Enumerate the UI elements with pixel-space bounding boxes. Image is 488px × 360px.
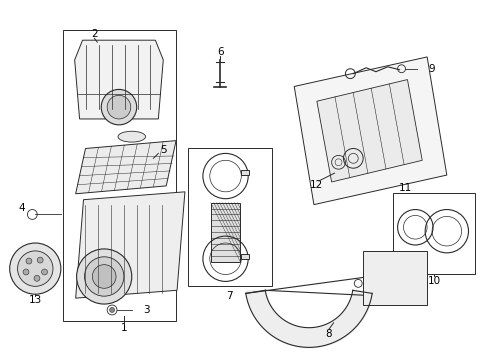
Text: 13: 13 bbox=[29, 295, 42, 305]
Text: 4: 4 bbox=[18, 203, 25, 212]
Circle shape bbox=[41, 269, 47, 275]
Text: 8: 8 bbox=[325, 329, 331, 339]
Bar bbox=[363, 251, 426, 305]
Circle shape bbox=[101, 89, 137, 125]
Bar bbox=[187, 148, 271, 286]
Text: 12: 12 bbox=[309, 180, 323, 190]
Bar bbox=[63, 30, 176, 321]
Circle shape bbox=[34, 275, 40, 281]
Polygon shape bbox=[76, 192, 184, 298]
Circle shape bbox=[18, 251, 53, 286]
Polygon shape bbox=[294, 57, 446, 204]
Text: 6: 6 bbox=[217, 47, 223, 57]
Polygon shape bbox=[76, 141, 176, 194]
Polygon shape bbox=[316, 80, 421, 182]
Text: 2: 2 bbox=[91, 29, 98, 39]
Text: 7: 7 bbox=[226, 291, 233, 301]
Text: 11: 11 bbox=[398, 183, 411, 193]
Text: 10: 10 bbox=[427, 276, 440, 287]
Bar bbox=[392, 193, 474, 274]
Circle shape bbox=[109, 307, 114, 312]
Circle shape bbox=[92, 265, 116, 288]
Text: 9: 9 bbox=[428, 64, 434, 74]
Polygon shape bbox=[75, 40, 163, 119]
Bar bbox=[210, 203, 240, 262]
Text: 5: 5 bbox=[160, 145, 166, 156]
Circle shape bbox=[10, 243, 61, 294]
Text: 3: 3 bbox=[143, 305, 149, 315]
Circle shape bbox=[23, 269, 29, 275]
Circle shape bbox=[84, 257, 123, 296]
Text: 1: 1 bbox=[121, 323, 127, 333]
Circle shape bbox=[37, 257, 43, 263]
Bar bbox=[241, 170, 249, 175]
Circle shape bbox=[77, 249, 131, 304]
Ellipse shape bbox=[118, 131, 145, 142]
Bar bbox=[241, 254, 249, 259]
Circle shape bbox=[107, 95, 130, 119]
Circle shape bbox=[26, 258, 32, 264]
